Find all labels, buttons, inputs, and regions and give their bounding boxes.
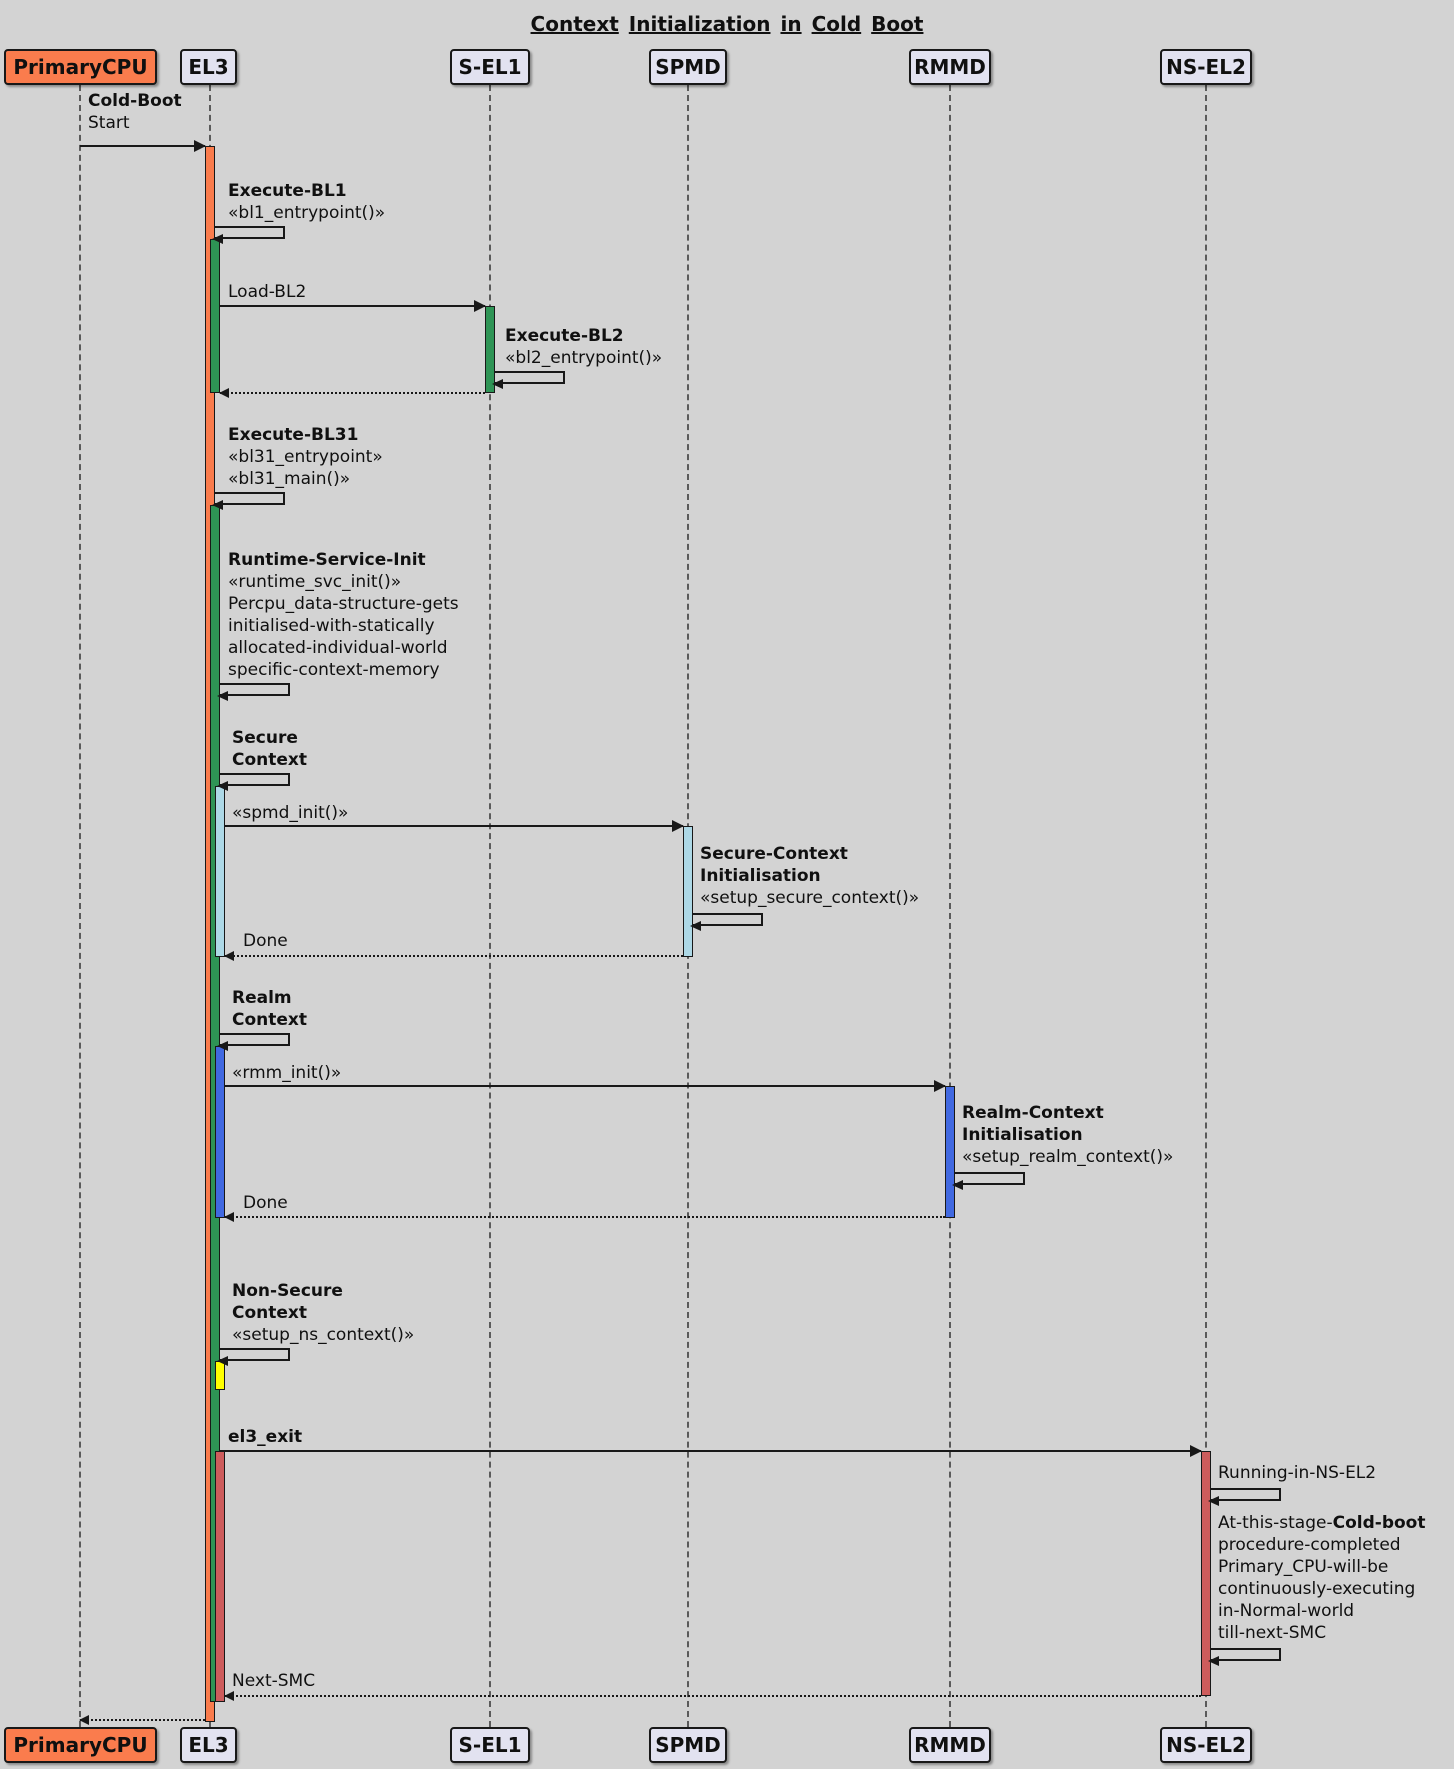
diagram-title: Context Initialization in Cold Boot	[0, 12, 1454, 36]
message-label-execute-bl31: Execute-BL31 «bl31_entrypoint» «bl31_mai…	[228, 425, 383, 489]
participant-nsel2-top: NS-EL2	[1160, 49, 1252, 85]
lifeline-nsel2	[1205, 85, 1207, 1727]
arrowhead-right-icon	[672, 820, 684, 832]
message-label-execute-bl1: Execute-BL1 «bl1_entrypoint()»	[228, 181, 386, 223]
self-message-secure-context	[217, 773, 290, 791]
self-message-secure-context-init	[690, 913, 763, 931]
self-message-cold-boot-complete	[1208, 1648, 1281, 1666]
return-arrow-to-primarycpu	[79, 1715, 205, 1725]
self-message-execute-bl2	[492, 371, 565, 389]
participant-spmd-bottom: SPMD	[649, 1727, 727, 1763]
participant-primarycpu-top: PrimaryCPU	[4, 49, 157, 85]
arrowhead-left-icon	[224, 1691, 234, 1701]
message-label-next-smc: Next-SMC	[232, 1671, 316, 1691]
arrowhead-left-icon	[212, 234, 223, 244]
message-arrow-el3-exit	[220, 1445, 1202, 1457]
arrowhead-left-icon	[224, 951, 234, 961]
lifeline-primarycpu	[79, 85, 81, 1727]
self-message-runtime-service-init	[217, 683, 290, 701]
diagram-title-word: in	[780, 12, 802, 36]
message-arrow-load-bl2	[220, 300, 486, 312]
self-message-realm-context-init	[952, 1172, 1025, 1190]
message-label-load-bl2: Load-BL2	[228, 282, 307, 302]
participant-sel1-bottom: S-EL1	[450, 1727, 530, 1763]
arrowhead-left-icon	[217, 781, 228, 791]
activation-el3-realm-context	[215, 1046, 225, 1218]
self-message-running-in-nsel2	[1208, 1488, 1281, 1506]
lifeline-rmmd	[949, 85, 951, 1727]
message-label-execute-bl2: Execute-BL2 «bl2_entrypoint()»	[505, 326, 663, 368]
self-message-realm-context	[217, 1033, 290, 1051]
arrowhead-left-icon	[217, 691, 228, 701]
diagram-title-word: Cold	[811, 12, 862, 36]
message-label-realm-context: Realm Context	[232, 988, 308, 1030]
diagram-title-word: Initialization	[628, 12, 771, 36]
message-label-spmd-init: «spmd_init()»	[232, 803, 349, 823]
activation-sel1-bl2	[485, 306, 495, 393]
arrowhead-left-icon	[217, 1356, 228, 1366]
self-message-execute-bl1	[212, 226, 285, 244]
self-message-execute-bl31	[212, 492, 285, 510]
message-label-cold-boot: Cold-Boot Start	[88, 91, 182, 133]
diagram-title-word: Boot	[871, 12, 924, 36]
message-arrow-spmd-init	[225, 820, 684, 832]
message-arrow-cold-boot	[80, 140, 206, 152]
message-label-el3-exit: el3_exit	[228, 1427, 303, 1447]
arrowhead-right-icon	[1190, 1445, 1202, 1457]
message-label-secure-context: Secure Context	[232, 728, 308, 770]
participant-rmmd-top: RMMD	[909, 49, 991, 85]
participant-sel1-top: S-EL1	[450, 49, 530, 85]
message-label-done-secure: Done	[243, 931, 288, 951]
participant-rmmd-bottom: RMMD	[909, 1727, 991, 1763]
participant-nsel2-bottom: NS-EL2	[1160, 1727, 1252, 1763]
arrowhead-left-icon	[492, 379, 503, 389]
message-label-runtime-service-init: Runtime-Service-Init «runtime_svc_init()…	[228, 550, 459, 680]
arrowhead-left-icon	[952, 1180, 963, 1190]
return-arrow-done-realm	[224, 1212, 945, 1222]
arrowhead-left-icon	[690, 921, 701, 931]
arrowhead-left-icon	[212, 500, 223, 510]
arrowhead-left-icon	[219, 388, 229, 398]
arrowhead-right-icon	[474, 300, 486, 312]
message-label-realm-context-init: Realm-Context Initialisation «setup_real…	[962, 1103, 1174, 1167]
participant-el3-bottom: EL3	[180, 1727, 237, 1763]
return-arrow-done-secure	[224, 951, 683, 961]
activation-el3-secure-context	[215, 786, 225, 957]
arrowhead-left-icon	[217, 1041, 228, 1051]
participant-el3-top: EL3	[180, 49, 237, 85]
arrowhead-left-icon	[1208, 1656, 1219, 1666]
arrowhead-right-icon	[194, 140, 206, 152]
activation-nsel2-running	[1201, 1451, 1211, 1696]
participant-spmd-top: SPMD	[649, 49, 727, 85]
arrowhead-left-icon	[79, 1715, 89, 1725]
activation-rmmd-realm-context	[945, 1086, 955, 1218]
return-arrow-bl2	[219, 388, 485, 398]
arrowhead-right-icon	[934, 1080, 946, 1092]
lifeline-sel1	[489, 85, 491, 1727]
return-arrow-next-smc	[224, 1691, 1201, 1701]
message-label-cold-boot-complete: At-this-stage-Cold-boot procedure-comple…	[1218, 1513, 1426, 1643]
message-label-running-in-nsel2: Running-in-NS-EL2	[1218, 1463, 1377, 1483]
arrowhead-left-icon	[1208, 1496, 1219, 1506]
activation-el3-bl1	[210, 239, 220, 393]
message-label-non-secure-context: Non-Secure Context «setup_ns_context()»	[232, 1281, 415, 1345]
activation-el3-exit	[215, 1451, 225, 1702]
message-arrow-rmm-init	[225, 1080, 946, 1092]
activation-spmd-secure-context	[683, 826, 693, 957]
message-label-secure-context-init: Secure-Context Initialisation «setup_sec…	[700, 844, 920, 908]
participant-primarycpu-bottom: PrimaryCPU	[4, 1727, 157, 1763]
arrowhead-left-icon	[224, 1212, 234, 1222]
message-label-rmm-init: «rmm_init()»	[232, 1063, 342, 1083]
self-message-non-secure-context	[217, 1348, 290, 1366]
diagram-title-word: Context	[530, 12, 619, 36]
message-label-done-realm: Done	[243, 1193, 288, 1213]
